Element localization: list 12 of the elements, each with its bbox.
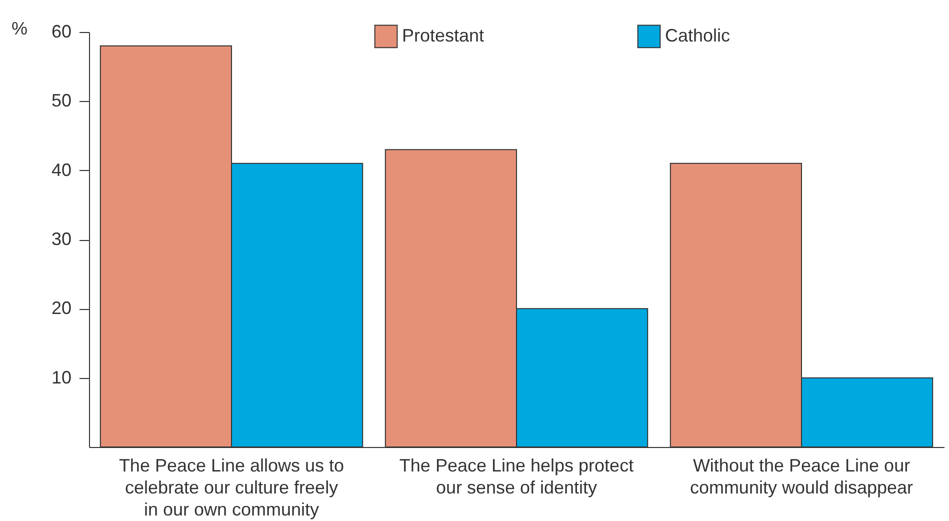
x-tick-label: The Peace Line allows us to celebrate our culture freely in our own community — [118, 456, 344, 520]
y-axis-title: % — [11, 18, 28, 38]
y-tick-label: 50 — [51, 90, 72, 111]
legend-label: Protestant — [402, 25, 484, 46]
x-tick-label: The Peace Line helps protect our sense of identity — [399, 456, 634, 498]
y-tick-label: 20 — [51, 298, 72, 318]
legend-label: Catholic — [665, 25, 730, 46]
x-tick-label: Without the Peace Line our community would disappear — [690, 456, 914, 498]
y-tick-label: 30 — [51, 229, 72, 249]
y-tick-label: 60 — [51, 22, 72, 42]
y-tick-label: 10 — [51, 367, 72, 388]
y-tick-label: 40 — [51, 160, 72, 180]
